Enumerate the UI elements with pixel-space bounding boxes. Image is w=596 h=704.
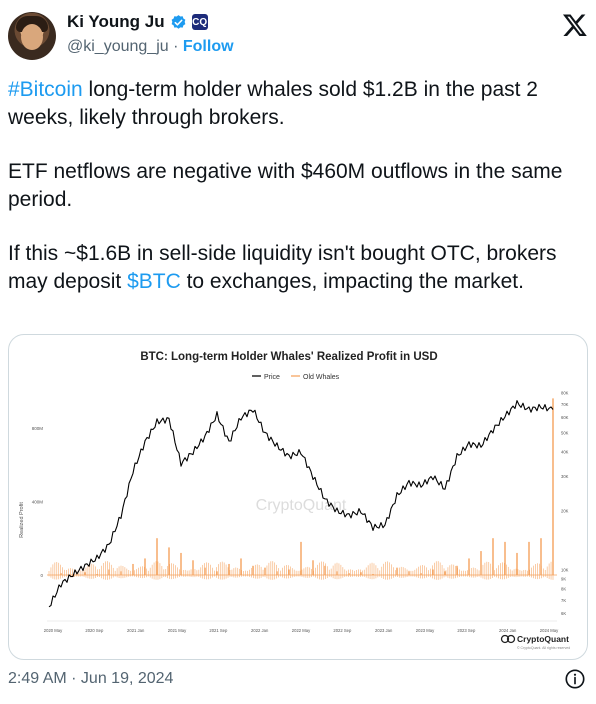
chart-title: BTC: Long-term Holder Whales' Realized P… bbox=[140, 351, 437, 363]
info-icon[interactable] bbox=[564, 668, 586, 690]
tweet-media-chart[interactable]: BTC: Long-term Holder Whales' Realized P… bbox=[8, 334, 588, 660]
avatar-face bbox=[21, 24, 43, 50]
affiliate-badge-icon[interactable]: CQ bbox=[191, 14, 208, 30]
x-axis-tick-label-8: 2023 Jan bbox=[375, 628, 393, 633]
tweet-timestamp[interactable]: 2:49 AM · Jun 19, 2024 bbox=[8, 670, 174, 687]
x-axis-tick-label-4: 2021 Sep bbox=[209, 628, 228, 633]
right-axis-tick-label-10: 7K bbox=[561, 598, 566, 603]
x-axis-tick-label-12: 2024 May bbox=[540, 628, 559, 633]
cryptoquant-copyright: © CryptoQuant. All rights reserved bbox=[517, 646, 570, 650]
x-axis-tick-label-10: 2023 Sep bbox=[457, 628, 476, 633]
follow-button[interactable]: Follow bbox=[182, 38, 234, 55]
left-axis-tick-label-2: 0 bbox=[40, 573, 43, 578]
y-axis-label: Realized Profit bbox=[19, 502, 25, 538]
handle-row: @ki_young_ju · Follow bbox=[67, 38, 234, 56]
x-axis-tick-label-6: 2022 May bbox=[292, 628, 311, 633]
author-name-row[interactable]: Ki Young Ju CQ bbox=[67, 12, 208, 32]
x-axis-tick-label-7: 2022 Sep bbox=[333, 628, 352, 633]
right-axis-tick-label-8: 9K bbox=[561, 577, 566, 582]
legend-old-whales-label: Old Whales bbox=[303, 374, 340, 381]
tweet-paragraph-3: If this ~$1.6B in sell-side liquidity is… bbox=[8, 240, 583, 295]
tweet-paragraph-3-text-b: to exchanges, impacting the market. bbox=[180, 269, 524, 293]
chart-watermark: CryptoQuant bbox=[256, 497, 347, 514]
right-axis-tick-label-2: 60K bbox=[561, 415, 569, 420]
left-axis-tick-label-0: 800M bbox=[32, 426, 44, 431]
x-axis-tick-label-9: 2023 May bbox=[416, 628, 435, 633]
left-axis-tick-label-1: 400M bbox=[32, 499, 44, 504]
cryptoquant-logo-icon bbox=[500, 634, 510, 644]
right-axis-tick-label-6: 20K bbox=[561, 509, 569, 514]
author-name[interactable]: Ki Young Ju bbox=[67, 12, 165, 31]
chart-legend: Price Old Whales bbox=[252, 374, 340, 381]
right-axis-tick-label-0: 80K bbox=[561, 391, 569, 396]
author-avatar[interactable] bbox=[8, 12, 56, 60]
tweet-paragraph-1-text: long-term holder whales sold $1.2B in th… bbox=[8, 78, 538, 129]
tweet-paragraph-2: ETF netflows are negative with $460M out… bbox=[8, 160, 563, 211]
author-handle[interactable]: @ki_young_ju bbox=[67, 38, 169, 55]
x-axis-tick-label-1: 2020 Sep bbox=[85, 628, 104, 633]
x-axis-tick-label-5: 2022 Jan bbox=[251, 628, 269, 633]
legend-price-label: Price bbox=[264, 374, 280, 381]
right-axis-tick-label-11: 6K bbox=[561, 611, 566, 616]
cashtag-btc-link[interactable]: $BTC bbox=[127, 269, 181, 293]
right-axis-tick-label-3: 50K bbox=[561, 431, 569, 436]
right-axis-tick-label-4: 40K bbox=[561, 450, 569, 455]
x-axis-tick-label-11: 2024 Jan bbox=[499, 628, 517, 633]
x-logo-icon[interactable] bbox=[562, 12, 588, 38]
plot-area: 800M 400M 0 80K 70K 60K 50K 40K 30K 20K 10K 9K 8K 7K 6… bbox=[32, 391, 569, 633]
right-axis-tick-label-1: 70K bbox=[561, 402, 569, 407]
right-axis-tick-label-5: 30K bbox=[561, 474, 569, 479]
verified-badge-icon bbox=[171, 14, 185, 29]
tweet-paragraph-1: #Bitcoin long-term holder whales sold $1… bbox=[8, 76, 583, 131]
tweet-text: #Bitcoin long-term holder whales sold $1… bbox=[8, 76, 583, 322]
separator-dot: · bbox=[173, 38, 179, 55]
tweet-paragraph-3-text-a: If this ~$1.6B in sell-side liquidity is… bbox=[8, 242, 557, 293]
cryptoquant-brand-name: CryptoQuant bbox=[517, 634, 569, 644]
x-axis-tick-label-2: 2021 Jan bbox=[127, 628, 145, 633]
chart-svg: BTC: Long-term Holder Whales' Realized P… bbox=[19, 351, 570, 650]
cryptoquant-brand: CryptoQuant © CryptoQuant. All rights re… bbox=[500, 634, 570, 650]
cryptoquant-logo-icon-2 bbox=[506, 634, 516, 644]
x-axis-tick-label-3: 2021 May bbox=[168, 628, 187, 633]
price-series-line bbox=[48, 400, 554, 608]
hashtag-bitcoin-link[interactable]: #Bitcoin bbox=[8, 78, 83, 101]
right-axis-tick-label-7: 10K bbox=[561, 568, 569, 573]
x-axis-tick-label-0: 2020 May bbox=[44, 628, 63, 633]
right-axis-tick-label-9: 8K bbox=[561, 587, 566, 592]
